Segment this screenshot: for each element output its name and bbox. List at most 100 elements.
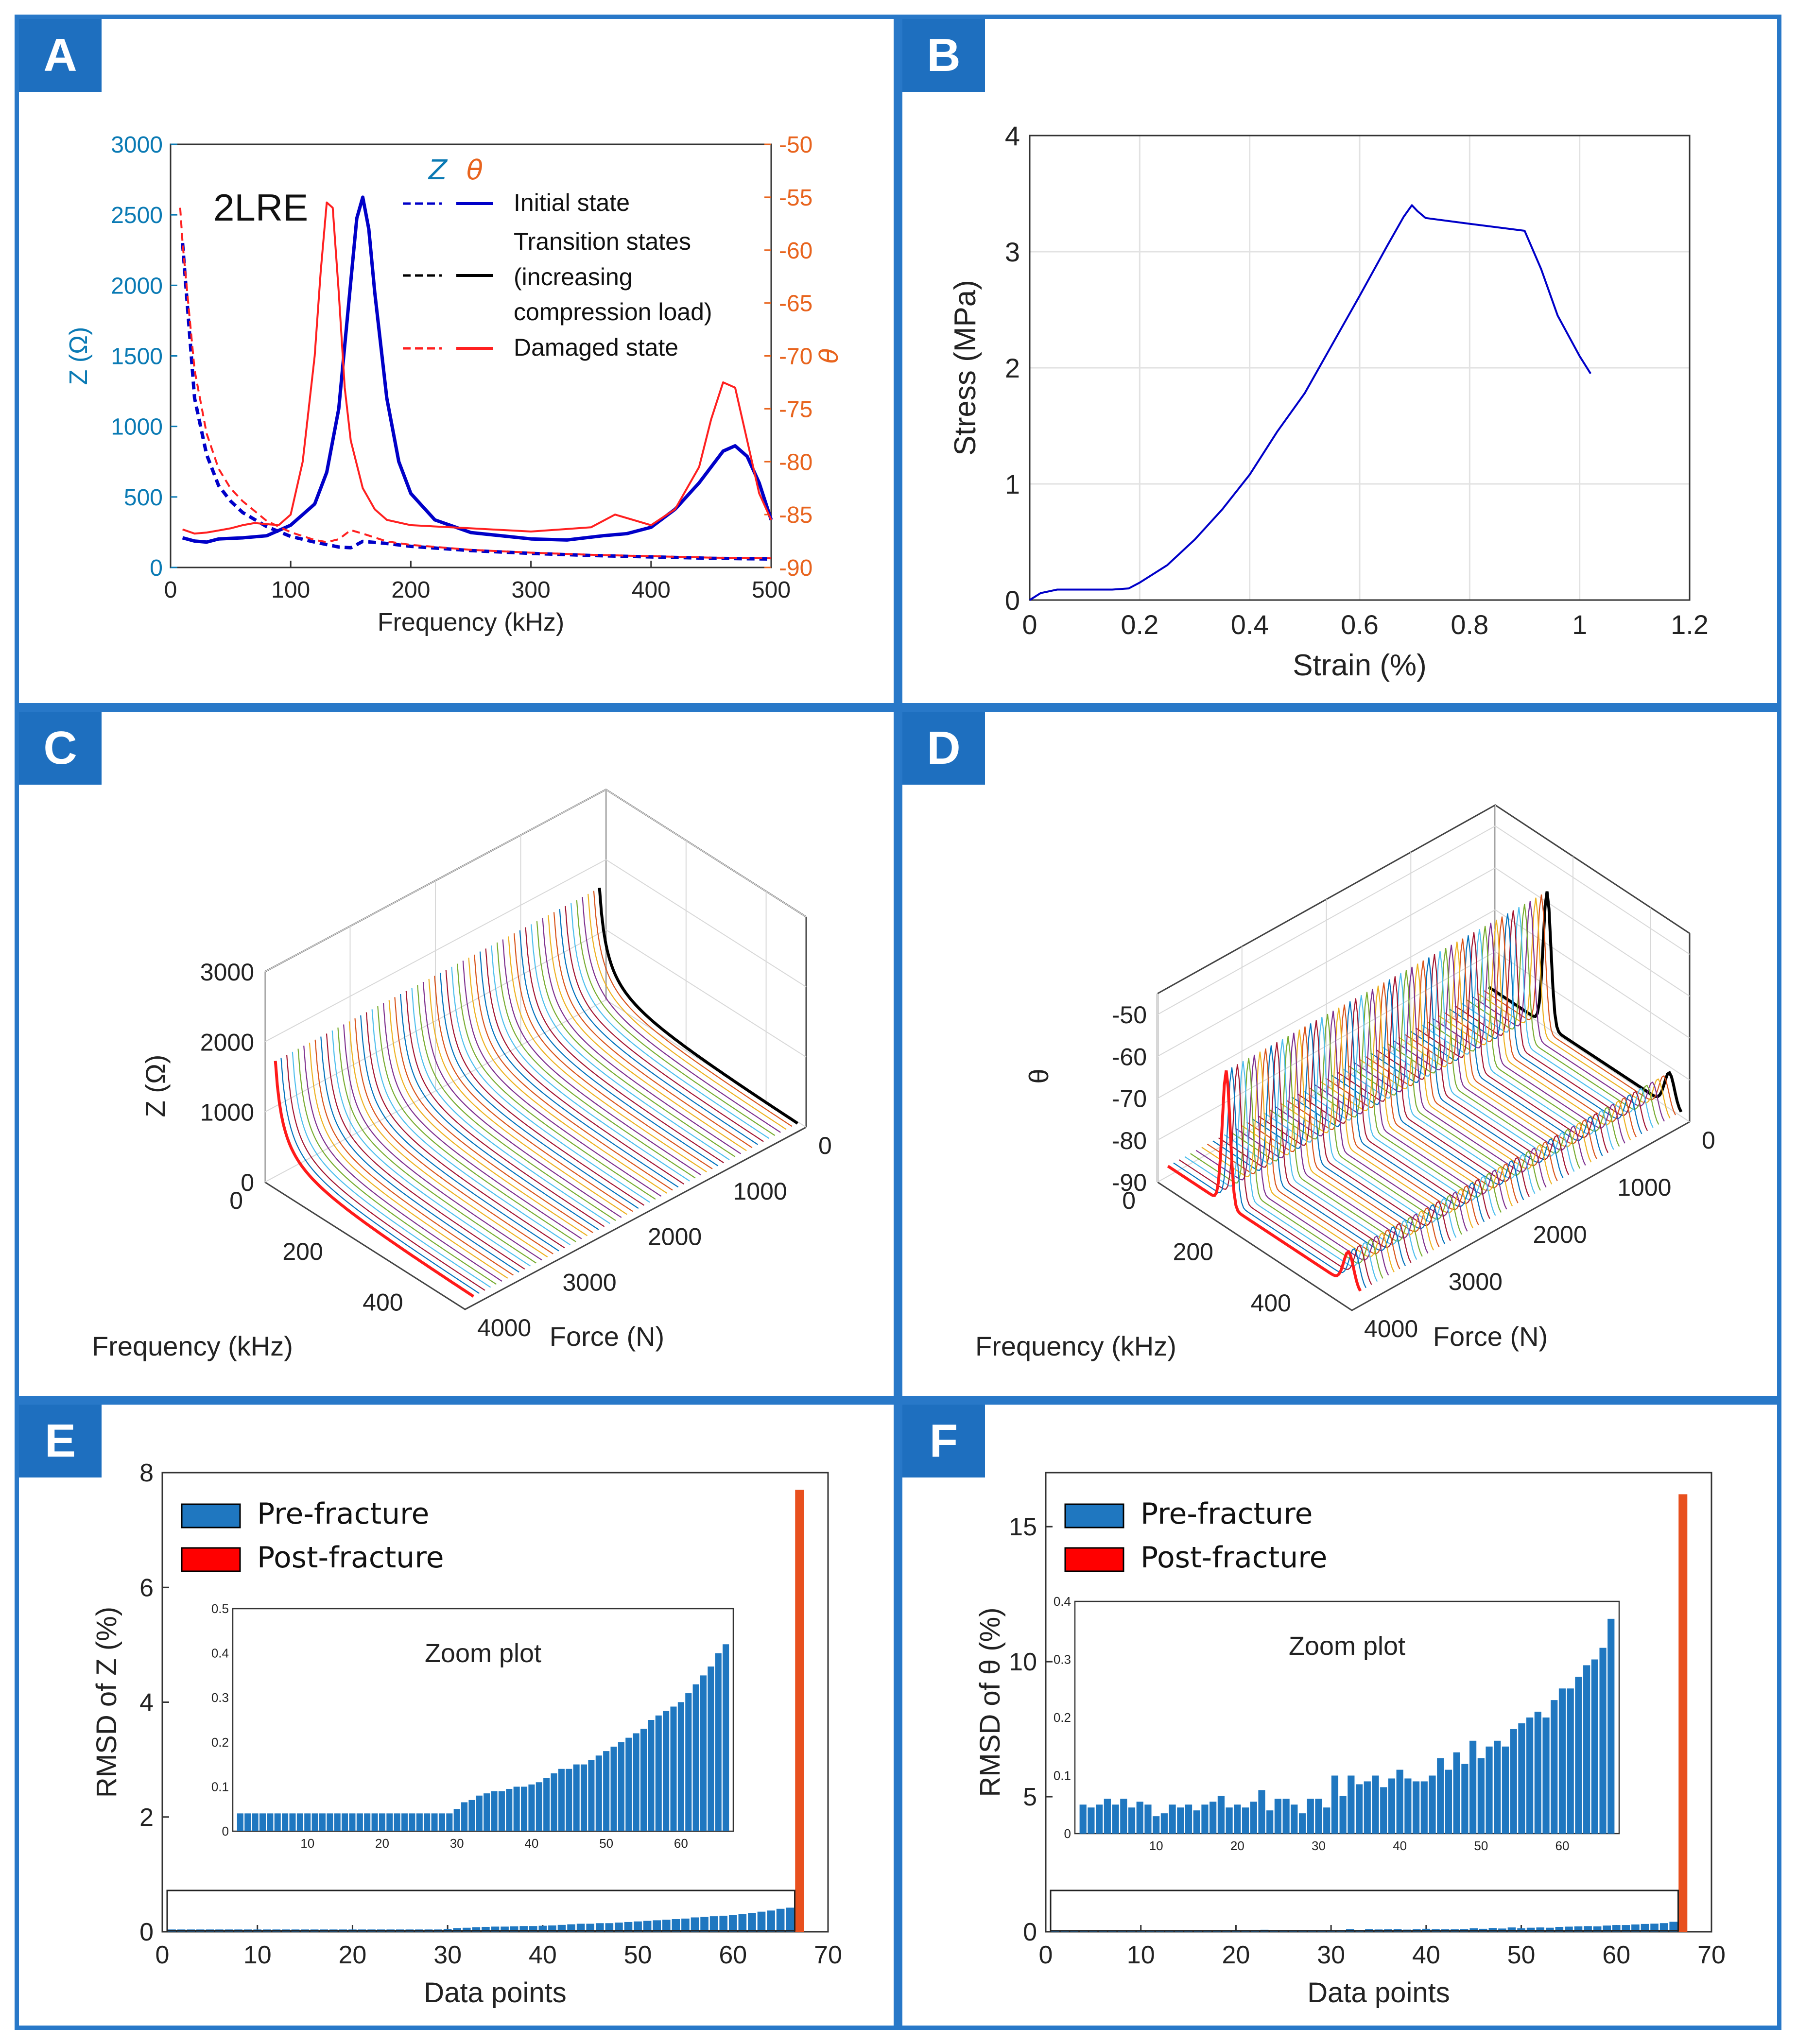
- legend-label: Transition states: [514, 228, 691, 255]
- transition-curve: [462, 961, 662, 1197]
- transition-curve: [1471, 901, 1665, 1122]
- y-tick-label: 2000: [111, 273, 163, 299]
- y2-tick-label: -65: [779, 291, 812, 317]
- inset-bar: [670, 1706, 677, 1831]
- inset-bar: [1534, 1712, 1541, 1834]
- inset-bar: [259, 1813, 266, 1831]
- transition-curve: [1173, 1067, 1366, 1288]
- grid-z: [264, 929, 807, 1113]
- inset-bar: [1201, 1804, 1209, 1834]
- y-tick-label: 4: [139, 1689, 154, 1717]
- pre-fracture-bar: [1574, 1926, 1583, 1932]
- inset-bar: [1169, 1804, 1176, 1834]
- inset-bar: [274, 1813, 281, 1831]
- transition-curve: [309, 1043, 508, 1279]
- transition-curve: [417, 985, 616, 1221]
- pre-fracture-bar: [624, 1922, 633, 1932]
- y-tick-label: 0: [139, 1918, 154, 1946]
- z-tick-label: 1000: [200, 1099, 254, 1126]
- transition-curve: [411, 988, 610, 1224]
- freq-tick-label: 400: [363, 1289, 403, 1316]
- inset-x-tick-label: 50: [599, 1836, 613, 1851]
- axis-edge: [264, 789, 807, 973]
- z-tick-label: -80: [1112, 1127, 1147, 1154]
- pre-fracture-bar: [738, 1914, 747, 1932]
- transition-curve: [434, 976, 633, 1212]
- transition-curve: [371, 1009, 571, 1246]
- force-tick-label: 2000: [1533, 1221, 1587, 1248]
- x-tick-label: 300: [512, 577, 551, 603]
- inset-bar: [1298, 1813, 1306, 1834]
- x-tick-label: 10: [1127, 1941, 1155, 1969]
- inset-bar: [1558, 1688, 1566, 1834]
- transition-curve: [582, 897, 781, 1133]
- panel-a-label: A: [19, 19, 102, 92]
- plot-frame: [1029, 135, 1691, 601]
- pre-fracture-bar: [1584, 1926, 1592, 1932]
- inset-bar: [1144, 1804, 1152, 1834]
- inset-bar: [677, 1702, 684, 1831]
- post-fracture-bar: [795, 1490, 804, 1932]
- inset-bar: [1461, 1764, 1469, 1834]
- y-tick-label: 15: [1009, 1513, 1037, 1541]
- transition-curve: [405, 991, 605, 1227]
- series-2: [179, 207, 772, 560]
- transition-curve: [1393, 945, 1586, 1166]
- legend-label: Damaged state: [514, 334, 678, 361]
- chart-d: -90-80-70-60-50020040001000200030004000F…: [975, 804, 1715, 1361]
- z-axis-label: Z (Ω): [140, 1055, 171, 1117]
- inset-bar: [379, 1813, 385, 1831]
- x-tick-label: 50: [624, 1941, 652, 1969]
- inset-bar: [304, 1813, 311, 1831]
- inset-bar: [663, 1711, 670, 1831]
- transition-curve: [1409, 935, 1603, 1156]
- panel-f: F 0 10 20 30 40 50 60 70 0 5 10 15 Data points RMSD o…: [898, 1400, 1781, 2030]
- inset-bar: [715, 1653, 722, 1831]
- inset-title: Zoom plot: [425, 1639, 541, 1668]
- inset-bar: [521, 1786, 528, 1831]
- transition-curve: [1449, 913, 1642, 1134]
- transition-curve: [1477, 897, 1671, 1118]
- legend-label: Pre-fracture: [1140, 1497, 1313, 1531]
- pre-fracture-bar: [1669, 1922, 1678, 1932]
- inset-x-tick-label: 20: [1230, 1838, 1244, 1853]
- inset-bar: [1250, 1802, 1257, 1834]
- transition-curve: [1302, 995, 1496, 1216]
- inset-bar: [633, 1733, 639, 1831]
- pre-fracture-bar: [491, 1926, 500, 1932]
- inset-y-tick-label: 0.4: [211, 1646, 229, 1661]
- inset-x-tick-label: 30: [1312, 1838, 1326, 1853]
- legend-header-z: Z: [428, 155, 448, 186]
- inset-bar: [581, 1764, 587, 1831]
- panel-e-label: E: [19, 1405, 102, 1477]
- inset-bar: [1185, 1804, 1192, 1834]
- x-tick-label: 1: [1572, 609, 1587, 640]
- x-tick-label: 0.4: [1231, 609, 1269, 640]
- inset-bar: [1348, 1775, 1355, 1834]
- pre-fracture-bar: [519, 1926, 528, 1932]
- transition-curve: [303, 1046, 502, 1282]
- panel-b-label: B: [902, 19, 985, 92]
- panel-a: A 0 100 200 300 400 500 0 500 1000 1500 2000 2500 30…: [15, 15, 898, 707]
- force-tick-label: 1000: [1617, 1174, 1671, 1201]
- inset-x-tick-label: 50: [1474, 1838, 1488, 1853]
- inset-bar: [498, 1791, 505, 1831]
- transition-curve: [1387, 948, 1581, 1169]
- x-tick-label: 60: [719, 1941, 747, 1969]
- transition-curve: [348, 1021, 548, 1258]
- transition-curve: [337, 1027, 536, 1264]
- y-tick-label: 0: [1005, 585, 1020, 616]
- inset-bar: [573, 1764, 580, 1831]
- inset-bar: [1453, 1752, 1460, 1834]
- inset-bar: [491, 1791, 498, 1831]
- transition-curve: [491, 945, 690, 1182]
- transition-curve: [570, 903, 770, 1139]
- inset-bar: [349, 1813, 356, 1831]
- y-tick-label: 2500: [111, 203, 163, 228]
- legend-label: compression load): [514, 298, 712, 326]
- inset-bar: [1607, 1618, 1615, 1834]
- inset-bar: [506, 1788, 513, 1831]
- inset-bar: [438, 1813, 445, 1831]
- inset-bar: [431, 1813, 438, 1831]
- x-tick-label: 0: [164, 577, 177, 603]
